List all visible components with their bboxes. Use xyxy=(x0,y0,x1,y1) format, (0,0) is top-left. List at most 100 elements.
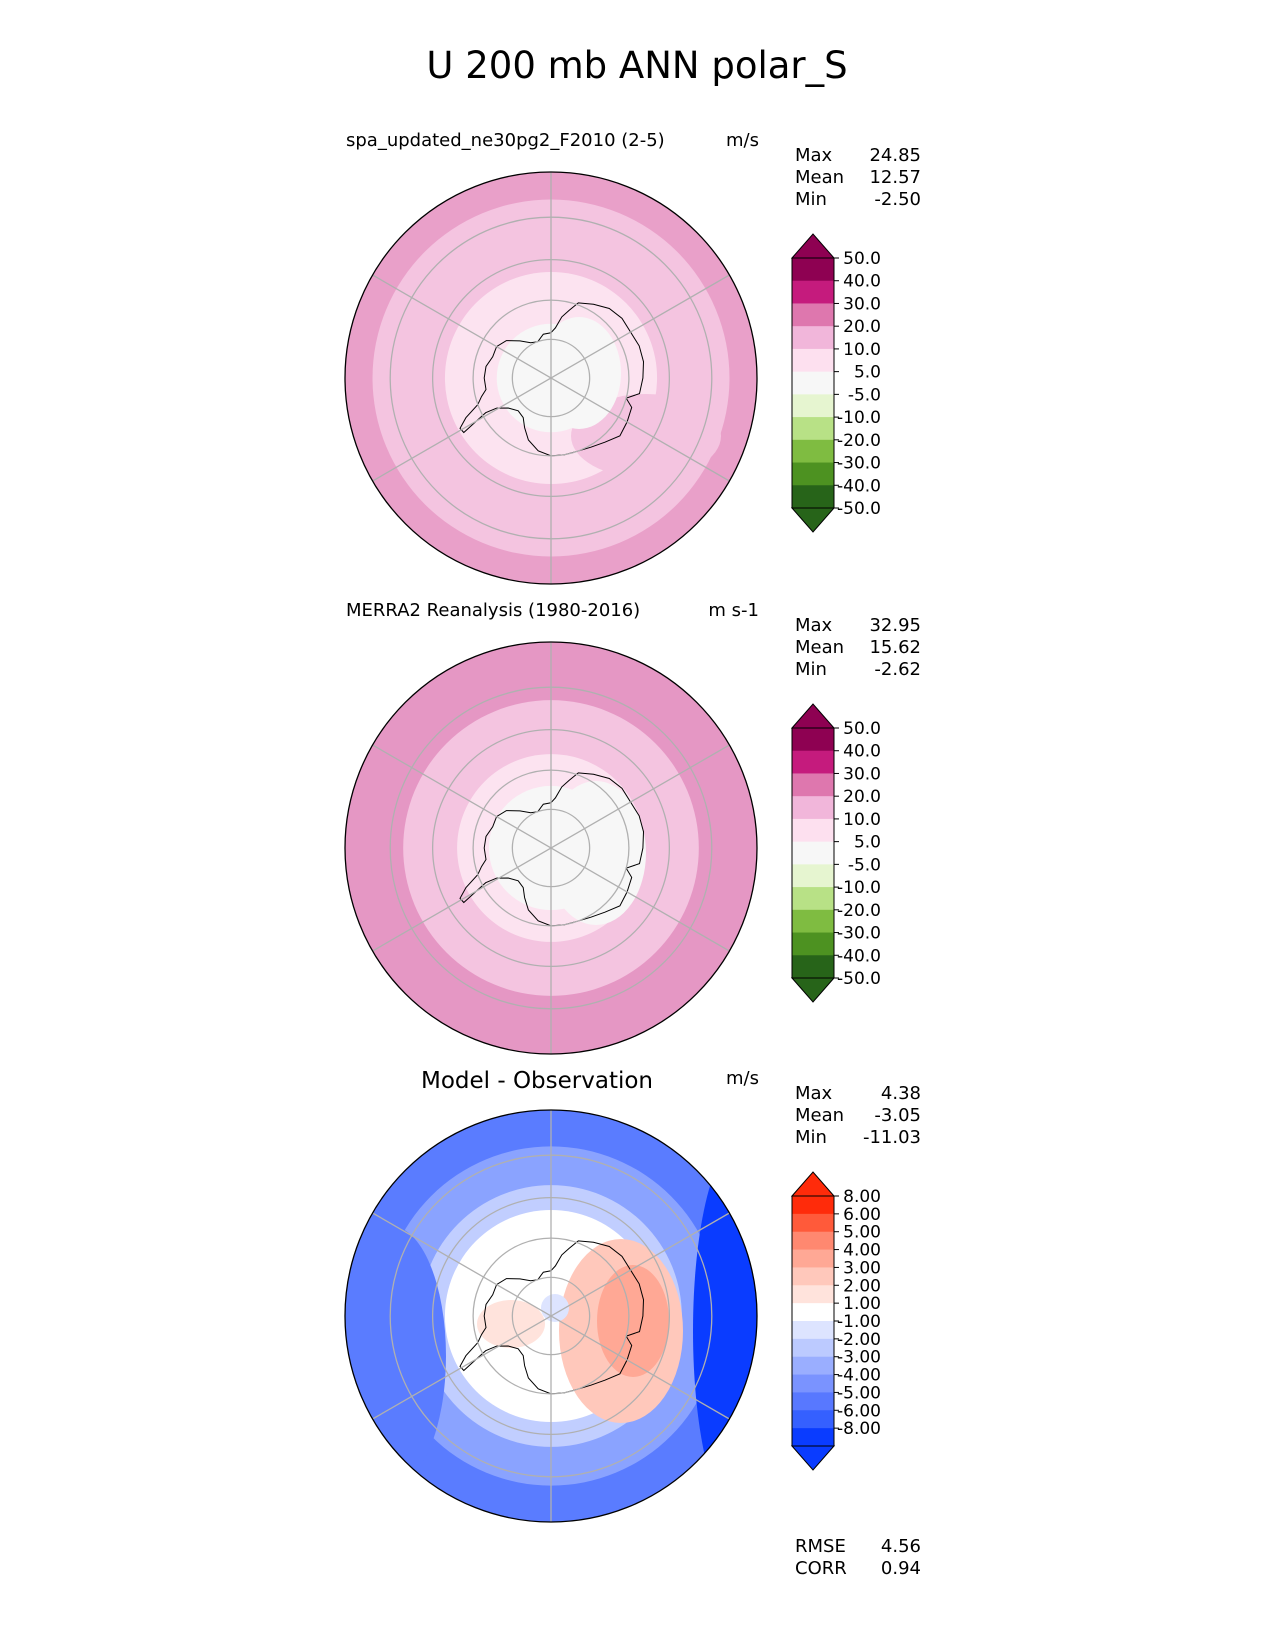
field-patch xyxy=(477,1300,545,1348)
colorbar-segment xyxy=(792,1303,834,1322)
colorbar-segment xyxy=(792,841,834,865)
panel-title: spa_updated_ne30pg2_F2010 (2-5) xyxy=(346,130,665,151)
colorbar-tick-label: -5.0 xyxy=(848,385,881,405)
colorbar-segment xyxy=(792,773,834,797)
colorbar-segment xyxy=(792,1321,834,1340)
colorbar-segment xyxy=(792,1374,834,1393)
colorbar-tick-label: -6.00 xyxy=(837,1401,881,1421)
coastline xyxy=(459,772,645,927)
colorbar-segment xyxy=(792,439,834,464)
colorbar-tick-label: -8.00 xyxy=(837,1419,881,1439)
panel-3: Model - Observation m/s Max 4.38 Mean -3.05 Mi… xyxy=(344,1068,921,1579)
map-border xyxy=(344,171,758,585)
extra-stat-value: 0.94 xyxy=(881,1558,921,1579)
colorbar: 50.0 40.030.0 20.0 10.0 5.0-5.0 -10.0 -20.0 -30… xyxy=(790,703,881,1003)
stat-label: Mean xyxy=(795,1105,844,1126)
field-patch xyxy=(537,317,621,429)
colorbar-tick-label: 10.0 xyxy=(843,340,881,360)
colorbar-segment xyxy=(792,462,834,486)
colorbar-segment xyxy=(792,955,834,979)
colorbar-tick-label: 10.0 xyxy=(843,810,881,830)
colorbar-tick-label: 5.00 xyxy=(843,1223,881,1243)
colorbar-segment xyxy=(792,1356,834,1376)
map xyxy=(345,642,757,1054)
colorbar-segment xyxy=(792,750,834,774)
colorbar: 8.006.005.004.003.002.001.00-1.00-2.00-3… xyxy=(790,1171,881,1471)
stat-label: Max xyxy=(795,145,833,166)
stat-label: Min xyxy=(795,189,827,210)
panel-1: spa_updated_ne30pg2_F2010 (2-5) m/s Max 24.… xyxy=(344,130,921,585)
colorbar-segment xyxy=(792,303,834,327)
colorbar-segment xyxy=(792,932,834,956)
colorbar-segment xyxy=(792,326,834,350)
colorbar-segment xyxy=(792,1338,834,1358)
panel-units: m s-1 xyxy=(708,600,759,621)
colorbar-tick-label: -2.00 xyxy=(837,1330,881,1350)
panel-2: MERRA2 Reanalysis (1980-2016) m s-1 Max 32.… xyxy=(344,600,921,1055)
colorbar-tick-label: 50.0 xyxy=(843,719,881,739)
colorbar-tick-label: 5.0 xyxy=(854,833,881,853)
lon-gridline xyxy=(372,1212,730,1420)
stat-value: -2.62 xyxy=(874,659,921,680)
colorbar-segment xyxy=(792,258,834,282)
colorbar-tick-label: 2.00 xyxy=(843,1276,881,1296)
colorbar-tick-label: -5.00 xyxy=(837,1383,881,1403)
stat-label: Min xyxy=(795,659,827,680)
coastline xyxy=(459,1240,645,1395)
colorbar: 50.0 40.030.0 20.0 10.0 5.0-5.0 -10.0 -20.0 -30… xyxy=(790,233,881,533)
colorbar-tick-label: 20.0 xyxy=(843,787,881,807)
colorbar-frame xyxy=(791,727,835,979)
stat-value: 15.62 xyxy=(869,637,921,658)
colorbar-segment xyxy=(792,485,834,509)
colorbar-tick-label: 50.0 xyxy=(843,249,881,269)
colorbar-segment xyxy=(792,887,834,911)
colorbar-frame xyxy=(791,257,835,509)
colorbar-tick-label: -30.0 xyxy=(837,924,881,944)
colorbar-segment xyxy=(792,371,834,395)
field-patch xyxy=(571,394,721,478)
stat-value: 24.85 xyxy=(869,145,921,166)
colorbar-tick-label: -4.00 xyxy=(837,1366,881,1386)
colorbar-tick-label: 8.00 xyxy=(843,1187,881,1207)
extra-stat-label: CORR xyxy=(795,1558,847,1579)
colorbar-tick-label: 40.0 xyxy=(843,742,881,762)
colorbar-tick-label: 3.00 xyxy=(843,1258,881,1278)
colorbar-segment xyxy=(792,417,834,441)
colorbar-segment xyxy=(792,1267,834,1286)
coastline xyxy=(459,302,645,457)
colorbar-segment xyxy=(792,1196,834,1215)
stat-value: 4.38 xyxy=(881,1083,921,1104)
colorbar-segment xyxy=(792,1231,834,1251)
colorbar-segment xyxy=(792,728,834,752)
colorbar-tick-label: -50.0 xyxy=(837,969,881,989)
colorbar-segment xyxy=(792,1392,834,1411)
stat-label: Min xyxy=(795,1127,827,1148)
map xyxy=(345,172,757,584)
colorbar-tick-label: -20.0 xyxy=(837,901,881,921)
colorbar-segment xyxy=(792,864,834,888)
stat-value: -2.50 xyxy=(874,189,921,210)
colorbar-tick-label: -40.0 xyxy=(837,946,881,966)
colorbar-tick-label: 20.0 xyxy=(843,317,881,337)
panel-title: Model - Observation xyxy=(421,1068,653,1094)
panel-title: MERRA2 Reanalysis (1980-2016) xyxy=(346,600,640,621)
colorbar-tick-label: -40.0 xyxy=(837,476,881,496)
colorbar-segment xyxy=(792,1428,834,1447)
colorbar-tick-label: -5.0 xyxy=(848,855,881,875)
colorbar-tick-label: -50.0 xyxy=(837,499,881,519)
colorbar-tick-label: 30.0 xyxy=(843,294,881,314)
stat-label: Max xyxy=(795,615,833,636)
figure-title: U 200 mb ANN polar_S xyxy=(426,44,847,87)
stat-label: Mean xyxy=(795,637,844,658)
map-border xyxy=(344,1109,758,1523)
colorbar-segment xyxy=(792,348,834,373)
map xyxy=(345,1110,757,1522)
colorbar-segment xyxy=(792,280,834,304)
colorbar-segment xyxy=(792,818,834,843)
colorbar-tick-label: 40.0 xyxy=(843,272,881,292)
stat-label: Mean xyxy=(795,167,844,188)
colorbar-tick-label: -10.0 xyxy=(837,878,881,898)
colorbar-segment xyxy=(792,1249,834,1268)
stat-label: Max xyxy=(795,1083,833,1104)
